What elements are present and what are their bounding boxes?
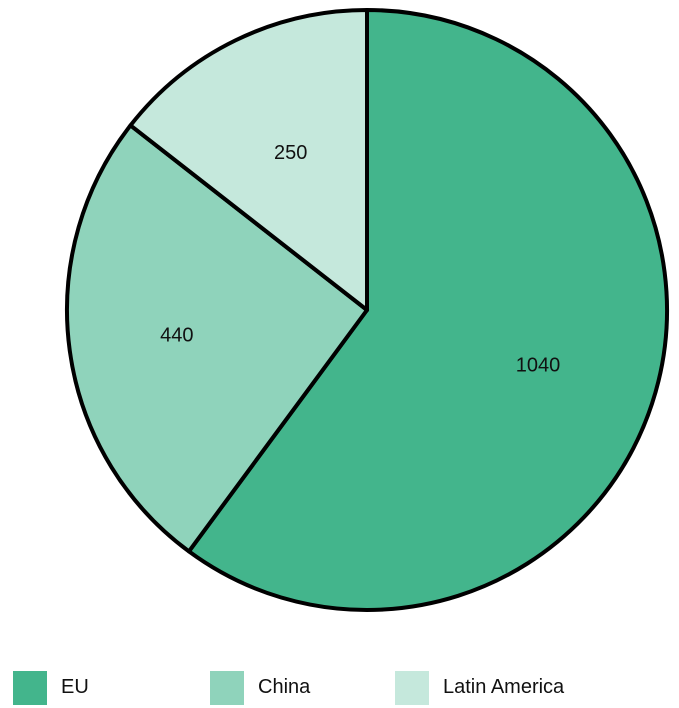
legend-swatch-china	[210, 670, 244, 705]
legend-label-china: China	[258, 676, 311, 698]
data-label-china: 440	[160, 324, 193, 346]
pie-chart-svg: 1040 440 250	[65, 8, 669, 612]
legend-label-latin-america: Latin America	[443, 676, 565, 698]
legend-item-china: China	[210, 670, 310, 705]
pie-slice-china	[65, 123, 369, 554]
legend-item-eu: EU	[13, 670, 89, 705]
pie-slice-latin-america	[128, 8, 369, 312]
data-label-latin-america: 250	[274, 142, 307, 164]
data-label-eu: 1040	[516, 355, 561, 377]
legend-item-latin-america: Latin America	[395, 670, 564, 705]
legend-swatch-eu	[13, 670, 47, 705]
legend: EU China Latin America	[0, 660, 679, 705]
pie-slice-eu	[186, 8, 669, 612]
pie-chart: 1040 440 250	[65, 8, 669, 612]
legend-swatch-latin-america	[395, 670, 429, 705]
legend-label-eu: EU	[61, 676, 89, 698]
